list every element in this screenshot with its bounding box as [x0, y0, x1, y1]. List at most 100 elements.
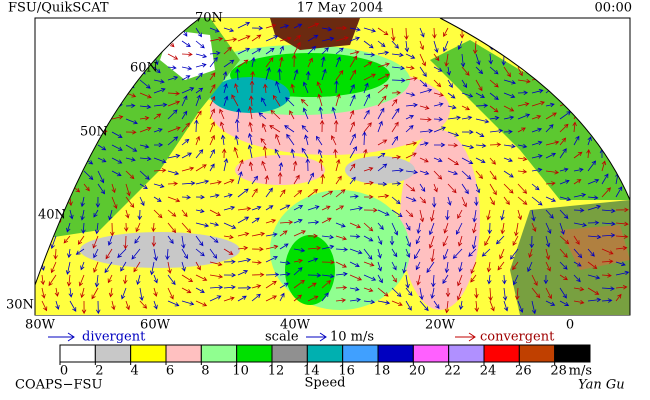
wind-arrow [587, 160, 597, 172]
wind-arrow [251, 293, 261, 302]
wind-arrow [318, 158, 324, 172]
wind-arrow [545, 287, 552, 300]
wind-arrow [433, 157, 443, 163]
wind-arrow [97, 157, 107, 163]
wind-arrow [315, 135, 323, 146]
colorbar-tick-label: 20 [409, 364, 426, 379]
wind-arrow [293, 23, 303, 29]
wind-arrow [377, 84, 389, 94]
wind-arrow [474, 196, 479, 207]
wind-arrow [475, 92, 485, 98]
colorbar-tick-label: 6 [166, 364, 174, 379]
wind-arrow [167, 65, 177, 70]
wind-arrow [377, 274, 383, 284]
wind-arrow [318, 106, 323, 120]
wind-arrow [389, 235, 395, 246]
lat-label: 40N [38, 208, 66, 223]
wind-arrow [335, 235, 347, 241]
footer-right: Yan Gu [578, 378, 625, 393]
wind-arrow [349, 206, 363, 211]
wind-arrow [573, 248, 583, 259]
wind-arrow [433, 66, 443, 72]
wind-arrow [349, 55, 358, 68]
wind-arrow [139, 300, 148, 309]
wind-arrow [405, 65, 415, 70]
wind-arrow [291, 54, 297, 68]
wind-arrow [153, 274, 158, 284]
wind-arrow [167, 109, 178, 120]
wind-arrow [461, 144, 475, 150]
wind-arrow [108, 209, 113, 221]
wind-arrow [50, 235, 57, 249]
wind-arrow [500, 209, 505, 221]
wind-arrow [419, 196, 427, 204]
wind-arrow [573, 208, 585, 213]
wind-arrow [335, 222, 346, 228]
wind-arrow [455, 222, 463, 235]
legend-scale-value: 10 m/s [330, 330, 374, 345]
colorbar-tick-label: 12 [268, 364, 285, 379]
wind-arrow [335, 261, 347, 268]
wind-arrow [223, 37, 238, 42]
wind-arrow [181, 75, 191, 81]
lon-label: 20W [425, 318, 456, 333]
wind-arrow [503, 183, 514, 194]
wind-arrow [559, 300, 570, 306]
map-border [34, 17, 631, 315]
wind-arrow [573, 222, 587, 228]
wind-arrow [251, 56, 256, 68]
wind-arrow [220, 134, 226, 146]
wind-arrow [78, 274, 85, 287]
wind-arrow [402, 261, 407, 274]
wind-arrow [349, 83, 355, 94]
wind-arrow [433, 53, 440, 62]
wind-arrow [391, 90, 401, 96]
wind-arrow [120, 261, 127, 272]
wind-arrow [293, 41, 301, 55]
wind-arrow [195, 87, 204, 94]
wind-arrow [473, 40, 478, 55]
wind-arrow [81, 222, 86, 234]
wind-arrow [404, 40, 410, 53]
wind-arrow [481, 248, 491, 257]
wind-arrow [67, 248, 72, 259]
wind-arrow [377, 209, 390, 216]
wind-arrow [573, 235, 580, 245]
wind-arrow [517, 156, 528, 162]
wind-arrow [263, 83, 268, 94]
wind-arrow [559, 137, 567, 146]
wind-arrow [93, 261, 99, 273]
wind-arrow [293, 174, 300, 185]
wind-arrow [447, 170, 459, 176]
wind-arrow [419, 117, 432, 122]
wind-arrow [318, 148, 323, 159]
wind-arrow [377, 95, 387, 107]
wind-arrow [237, 285, 252, 291]
colorbar-swatch [130, 344, 167, 363]
wind-arrow [391, 209, 403, 217]
wind-arrow [601, 221, 616, 227]
wind-arrow [415, 261, 421, 271]
colorbar: 0 2 4 6 8 10 12 14 16 18 20 22 24 26 28 m/s [59, 344, 592, 379]
wind-arrow [262, 145, 268, 159]
wind-arrow [279, 45, 284, 55]
wind-arrow [486, 261, 492, 273]
wind-arrow [433, 40, 439, 54]
wind-arrow [377, 300, 391, 305]
wind-arrow [447, 104, 457, 110]
wind-arrow [426, 261, 435, 273]
wind-arrow [543, 274, 549, 285]
wind-arrow [601, 298, 613, 303]
wind-arrow [181, 166, 195, 172]
wind-arrow [333, 148, 338, 159]
wind-arrow [377, 261, 382, 272]
wind-arrow [301, 147, 309, 159]
wind-arrow [97, 183, 105, 195]
wind-arrow [251, 284, 262, 289]
wind-arrow [153, 157, 167, 164]
wind-arrow [167, 209, 177, 217]
wind-arrow [321, 244, 335, 250]
wind-arrow [279, 204, 291, 211]
wind-arrow [292, 160, 298, 172]
wind-arrow [461, 92, 474, 98]
